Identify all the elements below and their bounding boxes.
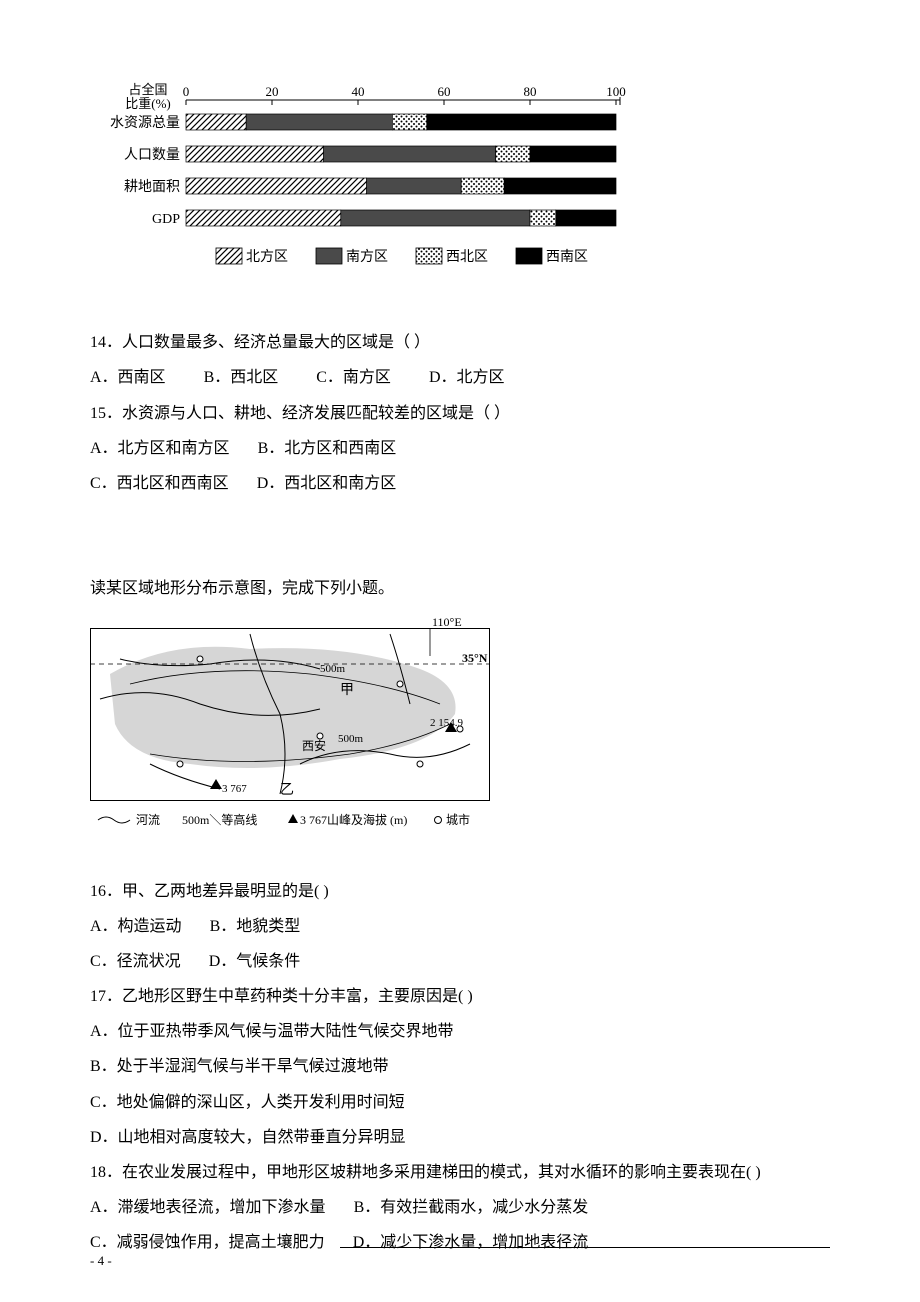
q15-A: A．北方区和南方区 bbox=[90, 431, 230, 466]
footer-rule bbox=[340, 1247, 830, 1248]
svg-text:40: 40 bbox=[352, 84, 365, 99]
q18-A: A．滞缓地表径流，增加下渗水量 bbox=[90, 1190, 326, 1225]
svg-text:耕地面积: 耕地面积 bbox=[124, 178, 180, 195]
q18-options-row2: C．减弱侵蚀作用，提高土壤肥力 D．减少下渗水量，增加地表径流 bbox=[90, 1225, 830, 1260]
q15-options-row1: A．北方区和南方区 B．北方区和西南区 bbox=[90, 431, 830, 466]
chart1-svg: 占全国比重(%) 0 20 40 60 80 100 水资源总量人口数量耕地面积 GDP 北方区 南… bbox=[90, 80, 650, 300]
svg-text:水资源总量: 水资源总量 bbox=[110, 115, 180, 131]
terrain-map: 110°E 35°N 甲乙 西安 500m 500m 3 767 2 154.9 河流 500m＼… bbox=[90, 614, 830, 867]
svg-text:500m: 500m bbox=[338, 733, 364, 745]
map-svg: 110°E 35°N 甲乙 西安 500m 500m 3 767 2 154.9 河流 500m＼… bbox=[90, 614, 490, 854]
q15-B: B．北方区和西南区 bbox=[258, 431, 397, 466]
svg-text:南方区: 南方区 bbox=[346, 249, 388, 265]
q14-D: D．北方区 bbox=[429, 360, 505, 395]
svg-text:乙: 乙 bbox=[280, 782, 294, 798]
q16-D: D．气候条件 bbox=[209, 944, 301, 979]
svg-text:60: 60 bbox=[438, 84, 451, 99]
svg-text:西南区: 西南区 bbox=[546, 249, 588, 265]
q14-B: B．西北区 bbox=[204, 360, 279, 395]
svg-text:0: 0 bbox=[183, 84, 190, 99]
q14-C: C．南方区 bbox=[316, 360, 391, 395]
q15-D: D．西北区和南方区 bbox=[257, 466, 397, 501]
svg-text:GDP: GDP bbox=[152, 212, 180, 227]
svg-text:比重(%): 比重(%) bbox=[125, 96, 171, 111]
q15-C: C．西北区和西南区 bbox=[90, 466, 229, 501]
q16-stem: 16．甲、乙两地差异最明显的是( ) bbox=[90, 874, 830, 909]
svg-text:20: 20 bbox=[266, 84, 279, 99]
section2-intro: 读某区域地形分布示意图，完成下列小题。 bbox=[90, 571, 830, 606]
svg-text:城市: 城市 bbox=[446, 812, 470, 827]
q16-B: B．地貌类型 bbox=[210, 909, 301, 944]
svg-text:北方区: 北方区 bbox=[246, 249, 288, 265]
svg-text:3 767山峰及海拔 (m): 3 767山峰及海拔 (m) bbox=[300, 812, 407, 827]
q14-A: A．西南区 bbox=[90, 360, 166, 395]
q18-stem: 18．在农业发展过程中，甲地形区坡耕地多采用建梯田的模式，其对水循环的影响主要表… bbox=[90, 1155, 830, 1190]
stacked-bar-chart: 占全国比重(%) 0 20 40 60 80 100 水资源总量人口数量耕地面积 GDP 北方区 南… bbox=[90, 80, 830, 313]
svg-text:35°N: 35°N bbox=[462, 651, 488, 665]
q18-C: C．减弱侵蚀作用，提高土壤肥力 bbox=[90, 1225, 325, 1260]
q16-options-row2: C．径流状况 D．气候条件 bbox=[90, 944, 830, 979]
page-number: - 4 - bbox=[90, 1247, 112, 1276]
q14-options: A．西南区 B．西北区 C．南方区 D．北方区 bbox=[90, 360, 830, 395]
q17-D: D．山地相对高度较大，自然带垂直分异明显 bbox=[90, 1120, 830, 1155]
q15-stem: 15．水资源与人口、耕地、经济发展匹配较差的区域是（ ） bbox=[90, 396, 830, 431]
svg-text:西安: 西安 bbox=[302, 738, 326, 753]
q18-options-row1: A．滞缓地表径流，增加下渗水量 B．有效拦截雨水，减少水分蒸发 bbox=[90, 1190, 830, 1225]
q17-B: B．处于半湿润气候与半干旱气候过渡地带 bbox=[90, 1049, 830, 1084]
svg-text:500m＼等高线: 500m＼等高线 bbox=[182, 812, 257, 827]
q16-A: A．构造运动 bbox=[90, 909, 182, 944]
svg-text:500m: 500m bbox=[320, 663, 346, 675]
q17-stem: 17．乙地形区野生中草药种类十分丰富，主要原因是( ) bbox=[90, 979, 830, 1014]
q16-options-row1: A．构造运动 B．地貌类型 bbox=[90, 909, 830, 944]
q14-stem: 14．人口数量最多、经济总量最大的区域是（ ） bbox=[90, 325, 830, 360]
svg-text:河流: 河流 bbox=[136, 813, 160, 827]
exam-page: 占全国比重(%) 0 20 40 60 80 100 水资源总量人口数量耕地面积 GDP 北方区 南… bbox=[0, 0, 920, 1302]
svg-text:人口数量: 人口数量 bbox=[124, 147, 180, 163]
q17-A: A．位于亚热带季风气候与温带大陆性气候交界地带 bbox=[90, 1014, 830, 1049]
q17-C: C．地处偏僻的深山区，人类开发利用时间短 bbox=[90, 1085, 830, 1120]
svg-text:80: 80 bbox=[524, 84, 537, 99]
svg-text:2 154.9: 2 154.9 bbox=[430, 717, 464, 729]
svg-text:110°E: 110°E bbox=[432, 615, 462, 629]
q16-C: C．径流状况 bbox=[90, 944, 181, 979]
q15-options-row2: C．西北区和西南区 D．西北区和南方区 bbox=[90, 466, 830, 501]
q18-D: D．减少下渗水量，增加地表径流 bbox=[353, 1225, 589, 1260]
svg-text:甲: 甲 bbox=[340, 683, 354, 698]
svg-text:占全国: 占全国 bbox=[128, 82, 167, 97]
svg-text:西北区: 西北区 bbox=[446, 249, 488, 265]
svg-text:3 767: 3 767 bbox=[222, 783, 247, 795]
q18-B: B．有效拦截雨水，减少水分蒸发 bbox=[354, 1190, 589, 1225]
svg-text:100: 100 bbox=[606, 84, 626, 99]
